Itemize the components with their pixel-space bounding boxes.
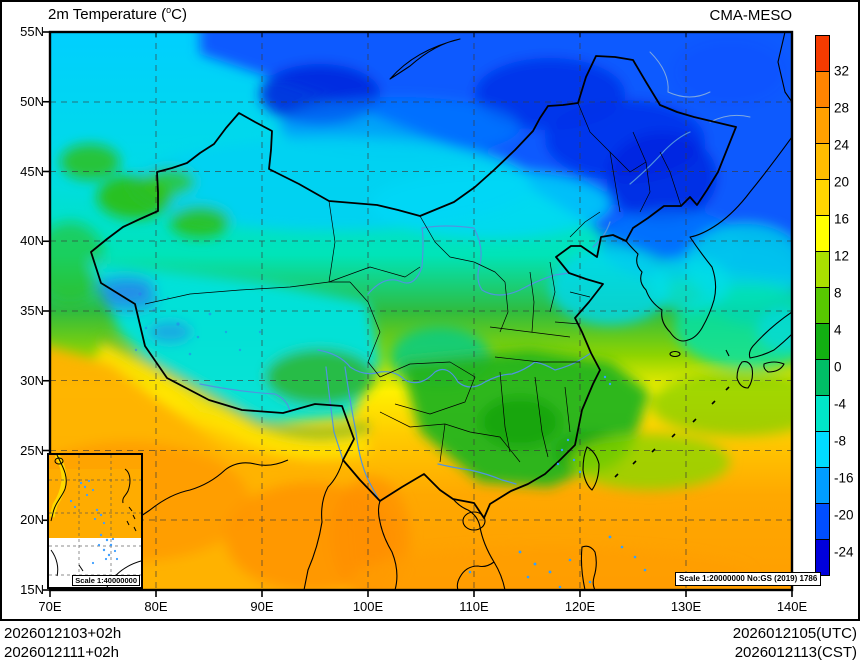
tibet-speckles xyxy=(134,292,262,356)
colorbar-tick-label: -4 xyxy=(834,396,847,412)
colorbar-tick-label: 28 xyxy=(834,100,850,116)
colorbar-tick-label: 12 xyxy=(834,248,850,264)
lon-axis-label: 120E xyxy=(564,599,596,614)
colorbar-tick-label: 20 xyxy=(834,174,850,190)
title-unit: C) xyxy=(171,6,187,23)
map-scale-note: Scale 1:20000000 No:GS (2019) 1786 xyxy=(675,572,822,586)
colorbar-segment xyxy=(815,467,830,504)
colorbar-segment xyxy=(815,359,830,396)
lat-axis-label: 20N xyxy=(20,512,44,528)
valid-time-utc: 2026012105(UTC) xyxy=(732,625,857,642)
island-markers xyxy=(468,375,647,589)
lon-axis-label: 100E xyxy=(352,599,384,614)
colorbar-segment xyxy=(815,287,830,324)
lat-axis-label: 25N xyxy=(20,442,44,458)
province-borders xyxy=(144,102,682,463)
colorbar-segment xyxy=(815,539,830,576)
degree-sup: o xyxy=(166,5,172,15)
footer-run-times: 2026012103+02h 2026012111+02h xyxy=(4,624,121,662)
run-time-line1: 2026012103+02h xyxy=(4,625,122,642)
title-text: 2m Temperature ( xyxy=(48,6,167,23)
colorbar-segment xyxy=(815,251,830,288)
temperature-field xyxy=(50,32,792,590)
rivers xyxy=(199,51,751,503)
colorbar-tick-label: 4 xyxy=(834,322,842,338)
inset-map xyxy=(49,455,141,587)
colorbar-segment xyxy=(815,323,830,360)
map-border xyxy=(48,30,794,592)
lon-axis-label: 130E xyxy=(670,599,702,614)
colorbar-tick-label: -8 xyxy=(834,433,847,449)
lon-axis-label: 70E xyxy=(38,599,62,614)
colorbar-tick-label: -16 xyxy=(834,470,854,486)
inset-island-dots xyxy=(69,479,119,565)
lat-axis-label: 55N xyxy=(20,24,44,39)
lat-axis-label: 35N xyxy=(20,303,44,318)
footer-valid-times: 2026012105(UTC) 2026012113(CST) xyxy=(733,624,857,662)
colorbar-segment xyxy=(815,215,830,252)
colorbar-segment xyxy=(815,503,830,540)
colorbar-segment xyxy=(815,107,830,144)
model-name-label: CMA-MESO xyxy=(709,7,793,24)
temperature-map xyxy=(43,30,794,597)
south-china-sea-inset: Scale 1:40000000 xyxy=(47,453,143,589)
run-time-line2: 2026012111+02h xyxy=(4,644,119,661)
colorbar-tick-label: 0 xyxy=(834,359,842,375)
colorbar-segment xyxy=(815,395,830,432)
colorbar-tick-label: 24 xyxy=(834,137,850,153)
lon-axis-label: 140E xyxy=(776,599,808,614)
inset-scale-note: Scale 1:40000000 xyxy=(72,575,140,586)
colorbar-segment xyxy=(815,143,830,180)
lon-axis-label: 80E xyxy=(144,599,168,614)
coastlines xyxy=(67,32,792,590)
colorbar-segment xyxy=(815,179,830,216)
china-border-path xyxy=(90,55,737,519)
colorbar-segment xyxy=(815,71,830,108)
lat-axis-label: 45N xyxy=(20,163,44,179)
lat-axis-label: 30N xyxy=(20,372,44,388)
lat-axis-label: 50N xyxy=(20,93,44,109)
colorbar-tick-label: 16 xyxy=(834,211,850,227)
plot-frame: 2m Temperature (oC) CMA-MESO xyxy=(0,0,860,621)
colorbar-tick-label: -24 xyxy=(834,544,854,560)
colorbar-segment xyxy=(815,35,830,72)
page-title: 2m Temperature (oC) xyxy=(48,5,187,23)
colorbar-tick-label: 32 xyxy=(834,63,850,79)
colorbar-segment xyxy=(815,431,830,468)
valid-time-cst: 2026012113(CST) xyxy=(734,644,857,661)
colorbar-tick-label: 8 xyxy=(834,285,842,301)
temperature-colorbar: 32 28 24 20 16 12 8 4 0 -4 -8 -16 -20 -24 xyxy=(815,35,854,576)
lat-axis-label: 15N xyxy=(20,582,44,597)
lat-axis-label: 40N xyxy=(20,233,44,249)
lon-axis-label: 110E xyxy=(459,599,489,614)
lon-axis-label: 90E xyxy=(250,599,274,614)
colorbar-tick-label: -20 xyxy=(834,507,854,523)
